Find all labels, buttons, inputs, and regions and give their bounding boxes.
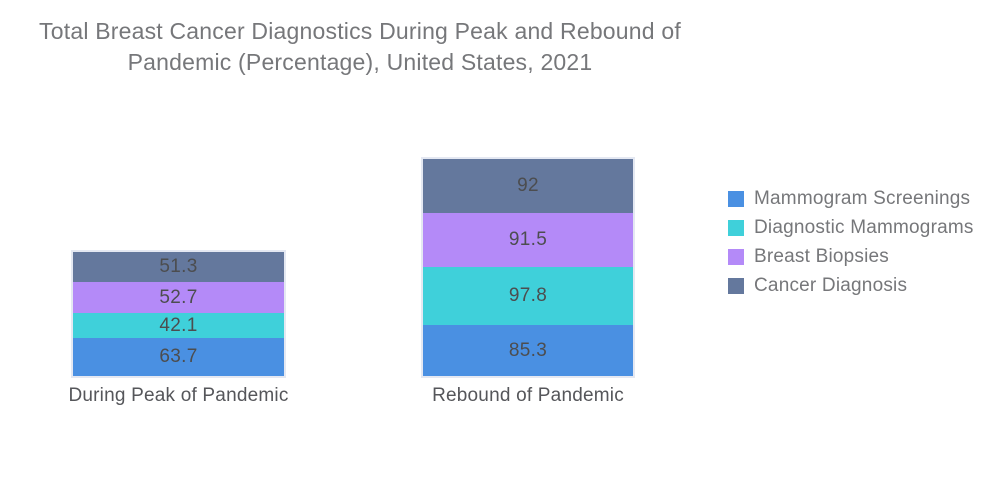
legend-swatch: [728, 248, 744, 265]
bar-segment: 51.3: [73, 251, 284, 282]
data-label: 42.1: [159, 314, 198, 336]
bar-segment: 91.5: [423, 213, 633, 268]
category-label: During Peak of Pandemic: [68, 385, 289, 406]
data-label: 51.3: [159, 255, 198, 277]
legend-item: Cancer Diagnosis: [728, 271, 974, 300]
legend-item: Mammogram Screenings: [728, 184, 974, 213]
legend-swatch: [728, 219, 744, 236]
category-label: Rebound of Pandemic: [432, 385, 624, 406]
stacked-bar: 51.3 52.7 42.1 63.7: [73, 251, 284, 376]
legend-item: Diagnostic Mammograms: [728, 213, 974, 242]
legend-label: Mammogram Screenings: [754, 187, 971, 209]
legend-item: Breast Biopsies: [728, 242, 974, 271]
chart-title-line2: Pandemic (Percentage), United States, 20…: [127, 49, 593, 75]
data-label: 52.7: [159, 286, 198, 308]
legend-label: Cancer Diagnosis: [754, 274, 908, 296]
bar-segment: 63.7: [73, 338, 284, 376]
data-label: 91.5: [508, 229, 548, 251]
legend: Mammogram Screenings Diagnostic Mammogram…: [728, 184, 974, 300]
bar-segment: 92: [423, 158, 633, 214]
bar-segment: 97.8: [423, 267, 633, 326]
data-label: 85.3: [508, 339, 548, 361]
legend-label: Diagnostic Mammograms: [754, 216, 974, 238]
legend-swatch: [728, 277, 744, 294]
chart-title: Total Breast Cancer Diagnostics During P…: [0, 16, 720, 78]
legend-label: Breast Biopsies: [754, 245, 890, 267]
data-label: 92: [517, 174, 539, 196]
legend-swatch: [728, 190, 744, 207]
bar-segment: 42.1: [73, 313, 284, 339]
data-label: 63.7: [159, 346, 198, 368]
bar-segment: 52.7: [73, 281, 284, 314]
chart-title-line1: Total Breast Cancer Diagnostics During P…: [39, 18, 681, 44]
stacked-bar: 92 91.5 97.8 85.3: [423, 158, 633, 376]
bar-segment: 85.3: [423, 325, 633, 376]
data-label: 97.8: [508, 285, 548, 307]
